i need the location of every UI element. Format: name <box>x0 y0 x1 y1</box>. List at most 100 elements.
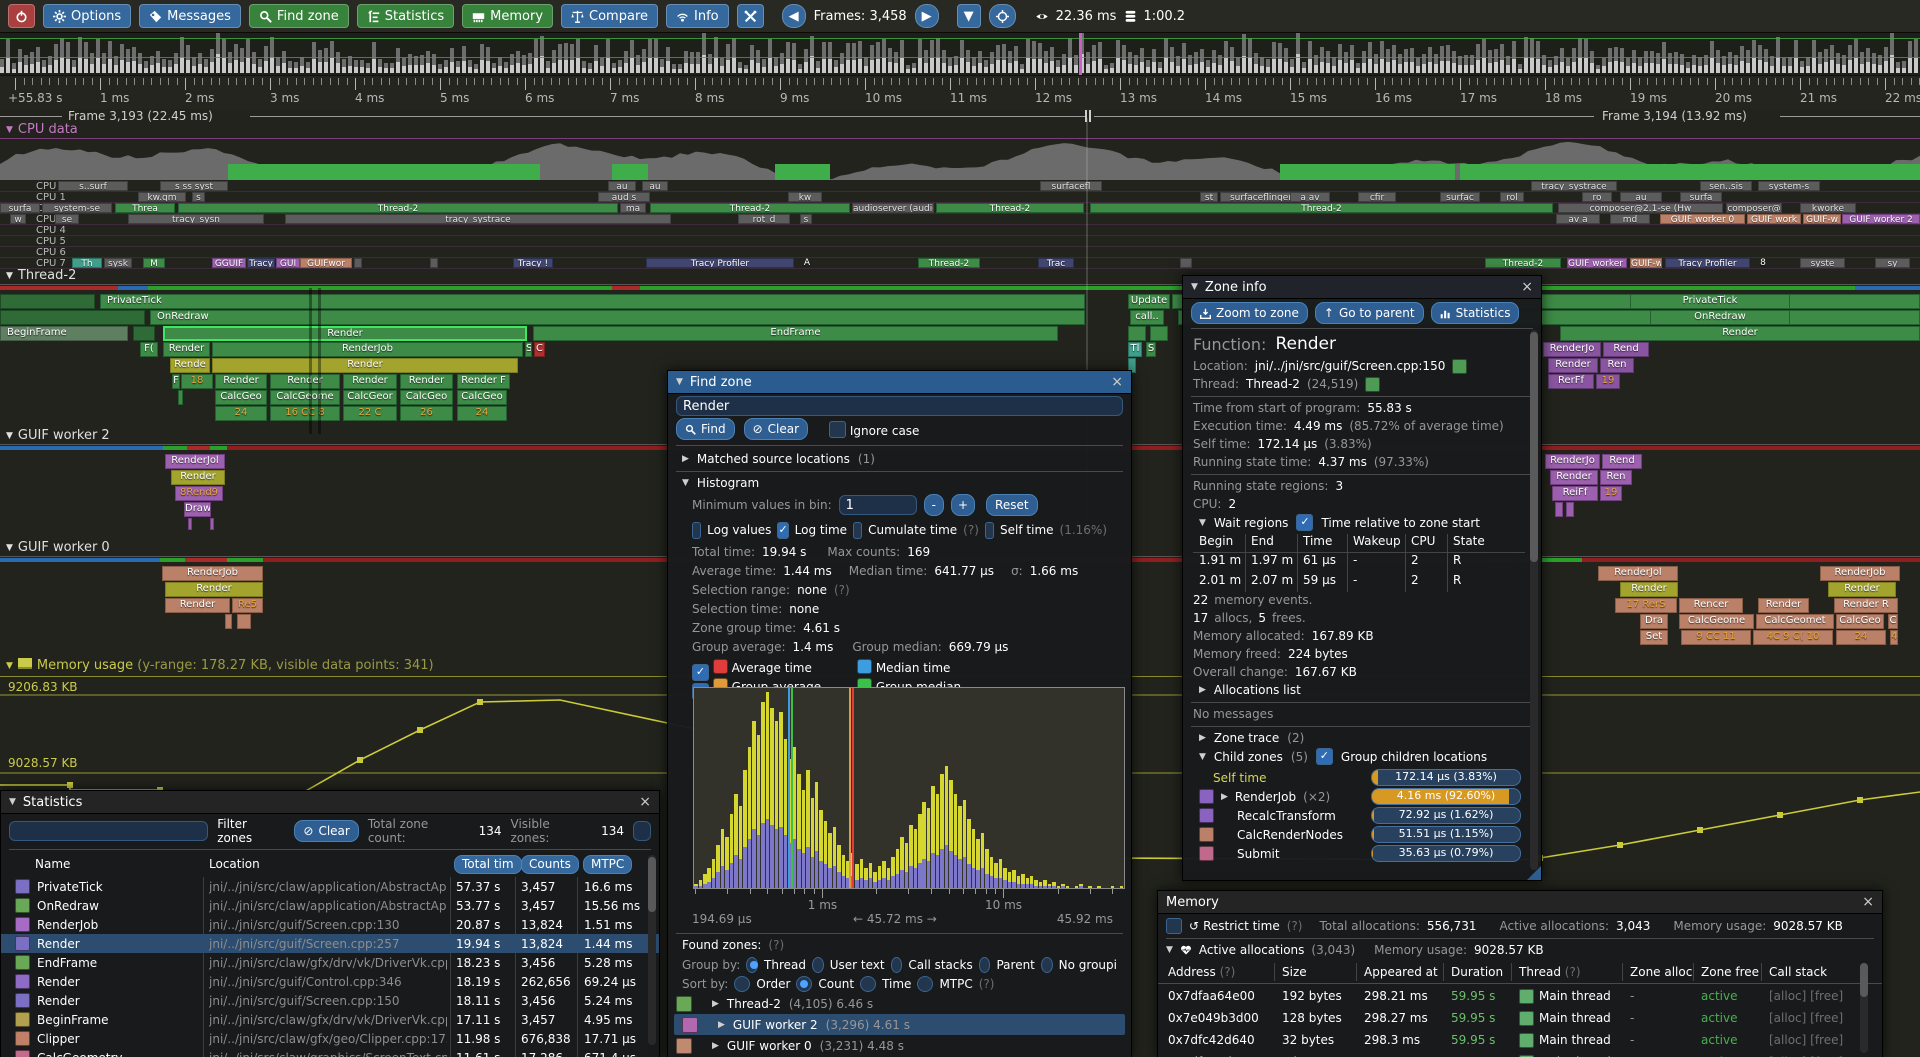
timeline-zone[interactable] <box>1555 502 1563 517</box>
timeline-zone[interactable]: Render <box>171 470 225 485</box>
allocations-list-label[interactable]: Allocations list <box>1213 683 1301 697</box>
timeline-zone[interactable]: PrivateTick <box>1630 294 1790 309</box>
statistics-button[interactable]: Statistics <box>356 4 455 28</box>
wait-col-header[interactable]: Wakeup <box>1353 534 1401 548</box>
reset-button[interactable]: Reset <box>986 494 1038 516</box>
timeline-zone[interactable]: a av <box>1290 192 1330 202</box>
frames-overview-graph[interactable] <box>0 33 1920 75</box>
timeline-zone[interactable]: 4C 9 C( 10 <box>1753 630 1833 645</box>
memory-alloc-row[interactable]: 0x7dfaa64e00 192 bytes 298.21 ms 59.95 s Mai… <box>1158 985 1882 1007</box>
timeline-zone[interactable]: sy <box>1875 258 1910 268</box>
child-zone-row[interactable]: Submit 35.63 µs (0.79%) <box>1183 844 1541 863</box>
timeline-zone[interactable]: 26 <box>400 406 453 421</box>
timeline-zone[interactable] <box>0 310 145 325</box>
stats-table-row[interactable]: PrivateTick jni/../jni/src/claw/applicati… <box>1 877 659 896</box>
timeline-zone[interactable]: syste <box>1800 258 1845 268</box>
mem-col-header[interactable]: Zone free <box>1701 965 1760 979</box>
found-group-row[interactable]: ▶ GUIF worker 0 (3,231) 4.48 s <box>668 1035 1131 1056</box>
timeline-zone[interactable]: Render <box>1828 582 1896 597</box>
expand-icon[interactable]: ▶ <box>1199 733 1206 743</box>
child-zone-row[interactable]: RecalcTransform 72.92 µs (1.62%) <box>1183 806 1541 825</box>
plus-button[interactable]: + <box>950 494 976 516</box>
child-zone-row[interactable]: ▶ RenderJob (×2) 4.16 ms (92.60%) <box>1183 787 1541 806</box>
frame-label-left[interactable]: Frame 3,193 (22.45 ms) <box>62 109 219 123</box>
timeline-zone[interactable]: C <box>1888 614 1898 629</box>
timeline-zone[interactable]: s <box>800 214 812 224</box>
timeline-zone[interactable] <box>1128 326 1146 341</box>
timeline-zone[interactable] <box>133 326 155 341</box>
zone-location-value[interactable]: jni/../jni/src/guif/Screen.cpp:150 <box>1254 359 1446 373</box>
timeline-zone[interactable]: Render R <box>1834 598 1898 613</box>
timeline-zone[interactable]: OnRedraw <box>150 310 1085 325</box>
stats-table-row[interactable]: Clipper jni/../jni/src/claw/gfx/geo/Clipp… <box>1 1029 659 1048</box>
timeline-zone[interactable]: 24 <box>215 406 267 421</box>
sort-by-radio[interactable] <box>860 975 877 992</box>
alloc-callstack[interactable]: [alloc] [free] <box>1769 1033 1844 1047</box>
thread-header[interactable]: ▼ Thread-2 <box>6 268 77 283</box>
go-to-parent-button[interactable]: ↑ Go to parent <box>1314 302 1424 324</box>
timeline-zone[interactable]: audioserver (audio <box>852 203 934 213</box>
timeline-zone[interactable]: Render <box>270 374 340 389</box>
timeline-zone[interactable]: CalcGeome <box>270 390 340 405</box>
timeline-zone[interactable]: tracy_sysn <box>128 214 264 224</box>
timeline-zone[interactable]: CalcGeo <box>400 390 453 405</box>
timeline-zone[interactable]: 24 <box>457 406 507 421</box>
timeline-zone[interactable]: composer@2.1-se (Hw <box>1558 203 1723 213</box>
timeline-zone[interactable]: tracy_systrace <box>1531 181 1617 191</box>
timeline-zone[interactable] <box>0 294 95 309</box>
find-button[interactable]: Find <box>676 418 735 440</box>
timeline-zone[interactable]: 17 RerS <box>1615 598 1677 613</box>
min-bin-input[interactable]: 1 <box>838 495 917 515</box>
timeline-zone[interactable]: GUI <box>276 258 300 268</box>
options-button[interactable]: Options <box>43 4 132 28</box>
wait-col-header[interactable]: Time <box>1303 534 1333 548</box>
timeline-zone[interactable]: RenderJol <box>165 454 225 469</box>
collapse-icon[interactable]: ▼ <box>1199 517 1206 528</box>
info-button[interactable]: Info <box>666 4 729 28</box>
col-name[interactable]: Name <box>35 857 71 871</box>
tools-button[interactable] <box>736 4 764 28</box>
cpu-data-header[interactable]: ▼ CPU data <box>6 122 78 137</box>
filter-zones-input[interactable] <box>9 821 209 841</box>
active-allocations-header[interactable]: Active allocations <box>1198 943 1305 957</box>
timeline-zone[interactable]: Render <box>1560 326 1920 341</box>
source-swatch[interactable] <box>1452 358 1468 374</box>
timeline-zone[interactable]: s..surf <box>58 181 128 191</box>
mem-col-header[interactable]: Call stack <box>1769 965 1828 979</box>
zone-thread-value[interactable]: Thread-2 <box>1246 377 1300 391</box>
timeline-zone[interactable] <box>1128 358 1136 373</box>
alloc-appeared[interactable]: 298.3 ms <box>1364 1033 1421 1047</box>
mem-col-header[interactable]: Size <box>1282 965 1307 979</box>
timeline-zone[interactable]: Rend <box>1603 342 1649 357</box>
col-location[interactable]: Location <box>209 857 260 871</box>
timeline-zone[interactable]: surfa <box>0 203 40 213</box>
timeline-zone[interactable]: Render <box>215 374 267 389</box>
timeline-zone[interactable]: Render <box>400 374 453 389</box>
alloc-callstack[interactable]: [alloc] [free] <box>1769 1011 1844 1025</box>
close-icon[interactable]: × <box>1111 374 1123 390</box>
timeline-zone[interactable]: Render <box>1550 470 1598 485</box>
collapse-icon[interactable]: ▼ <box>1166 945 1173 955</box>
timeline-zone[interactable]: Thread-2 <box>1090 203 1553 213</box>
timeline-zone[interactable]: call.. <box>1130 310 1164 325</box>
timeline-zone[interactable]: au <box>608 181 636 191</box>
timeline-zone[interactable]: system-se <box>42 203 112 213</box>
alloc-callstack[interactable]: [alloc] [free] <box>1769 989 1844 1003</box>
timeline-zone[interactable]: GUIF-w <box>1630 258 1662 268</box>
expand-icon[interactable]: ▶ <box>1221 791 1228 802</box>
timeline-zone[interactable]: 4 <box>1890 630 1898 645</box>
stats-table-row[interactable]: BeginFrame jni/../jni/src/claw/gfx/drv/vk… <box>1 1010 659 1029</box>
frame-dropdown-button[interactable]: ▼ <box>956 4 981 28</box>
mem-col-header[interactable]: Duration <box>1451 965 1504 979</box>
group-by-radio[interactable] <box>890 956 903 973</box>
wait-col-header[interactable]: Begin <box>1199 534 1234 548</box>
timeline-zone[interactable]: composer@ <box>1726 203 1782 213</box>
sort-by-radio[interactable] <box>917 975 934 992</box>
resize-handle[interactable] <box>1527 866 1541 880</box>
clear-filter-button[interactable]: ⊘ Clear <box>294 820 359 842</box>
collapse-icon[interactable]: ▼ <box>1199 751 1206 762</box>
expand-icon[interactable]: ▶ <box>1199 685 1206 695</box>
timeline-zone[interactable] <box>178 390 183 405</box>
messages-button[interactable]: Messages <box>139 4 241 28</box>
histogram-label[interactable]: Histogram <box>696 476 760 490</box>
